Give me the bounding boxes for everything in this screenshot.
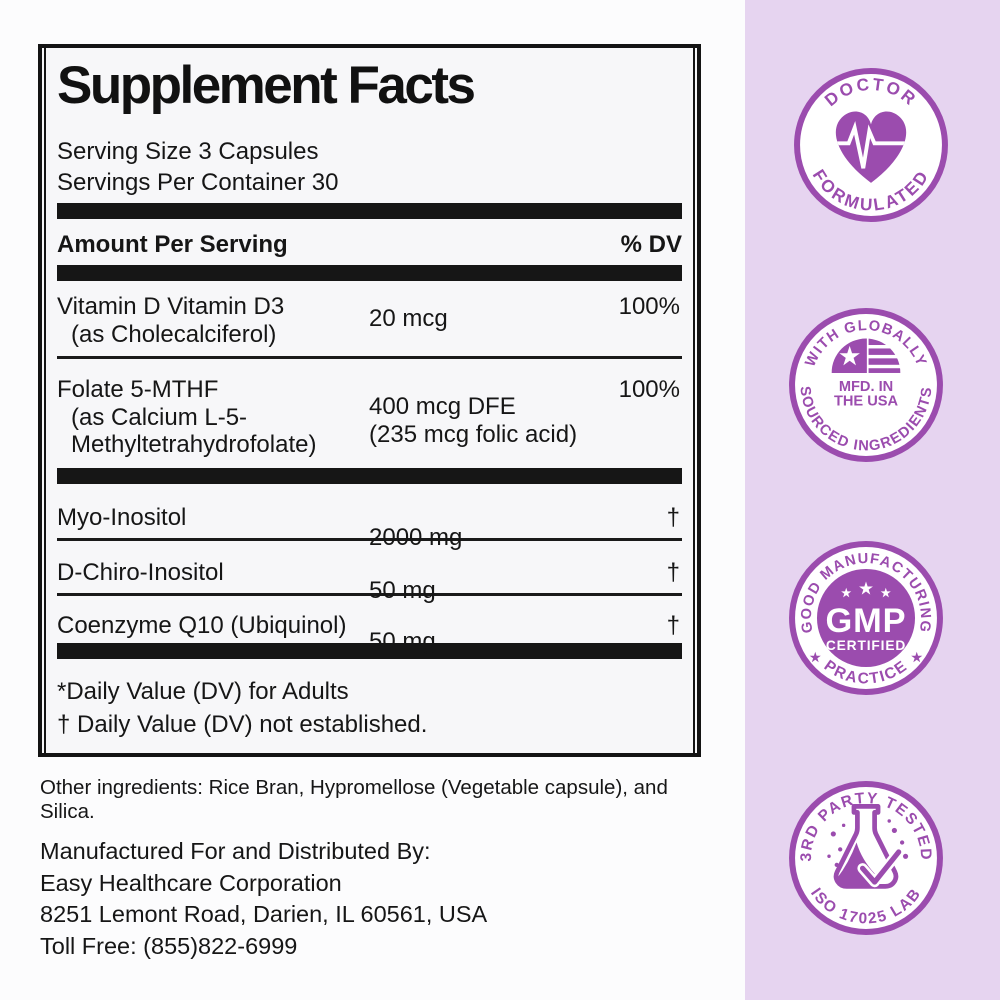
distributor-line: Easy Healthcare Corporation xyxy=(40,869,342,896)
table-row: Folate 5-MTHF (as Calcium L-5- Methyltet… xyxy=(57,359,682,468)
panel-title: Supplement Facts xyxy=(57,56,476,115)
table-row: Vitamin D Vitamin D3 (as Cholecalciferol… xyxy=(57,281,682,356)
nutrient-amount: 50 mg xyxy=(369,627,436,655)
gmp-seal-icon xyxy=(809,568,923,668)
nutrient-dv: † xyxy=(666,611,680,639)
header-amount-per-serving: Amount Per Serving xyxy=(57,231,288,258)
row-separator xyxy=(57,538,682,541)
footnotes: *Daily Value (DV) for Adults † Daily Val… xyxy=(57,659,682,741)
certified-text: CERTIFIED xyxy=(826,638,906,653)
nutrient-name: Folate 5-MTHF xyxy=(57,376,219,403)
doctor-formulated-seal: DOCTOR FORMULATED xyxy=(794,68,948,222)
footnote-dv-adults: *Daily Value (DV) for Adults xyxy=(57,678,349,705)
nutrient-name: Myo-Inositol xyxy=(57,503,187,531)
nutrient-name: Coenzyme Q10 (Ubiquinol) xyxy=(57,611,347,639)
badge-gmp-certified: GOOD MANUFACTURING PRACTICE GMP CERTIFIE… xyxy=(780,532,952,704)
divider-bar xyxy=(57,203,682,219)
servings-per-container: Servings Per Container 30 xyxy=(57,168,339,196)
distributor-line: Manufactured For and Distributed By: xyxy=(40,838,431,864)
nutrient-amount: 50 mg xyxy=(369,577,436,604)
lab-flask-icon xyxy=(827,804,909,889)
row-separator xyxy=(57,592,682,596)
nutrient-name: D-Chiro-Inositol xyxy=(57,559,224,586)
serving-size: Serving Size 3 Capsules xyxy=(57,138,319,165)
nutrient-amount: 20 mcg xyxy=(369,305,448,332)
badge-3rd-party-tested: 3RD PARTY TESTED ISO 17025 LAB xyxy=(780,772,952,944)
supplement-facts-panel: Supplement Facts Serving Size 3 Capsules… xyxy=(38,44,701,757)
distributor-line: 8251 Lemont Road, Darien, IL 60561, USA xyxy=(40,901,488,927)
badge-globally-sourced: WITH GLOBALLY SOURCED INGREDIENTS MFD. I… xyxy=(780,299,952,471)
divider-bar xyxy=(57,467,682,484)
nutrient-dv: † xyxy=(666,503,680,531)
nutrient-amount: 400 mcg DFE (235 mcg folic acid) xyxy=(369,393,578,448)
gmp-text: GMP xyxy=(826,602,907,640)
distributor-block: Manufactured For and Distributed By: Eas… xyxy=(40,836,487,962)
badge-doctor-formulated: DOCTOR FORMULATED xyxy=(785,59,957,231)
other-ingredients: Other ingredients: Rice Bran, Hypromello… xyxy=(40,776,668,823)
table-row: Coenzyme Q10 (Ubiquinol) 50 mg † xyxy=(57,596,682,655)
nutrient-dv: † xyxy=(666,559,680,586)
bubble-dots xyxy=(827,819,909,868)
row-separator xyxy=(57,356,682,359)
supplement-facts-inner: Supplement Facts Serving Size 3 Capsules… xyxy=(44,48,695,753)
heart-pulse-icon xyxy=(835,111,907,183)
nutrient-name: Vitamin D Vitamin D3 xyxy=(57,293,285,320)
table-row: D-Chiro-Inositol 50 mg † xyxy=(57,541,682,604)
third-party-tested-seal: 3RD PARTY TESTED ISO 17025 LAB xyxy=(789,781,943,935)
header-percent-dv: % DV xyxy=(620,231,682,258)
divider-bar xyxy=(57,265,682,281)
mfd-in-usa-text: MFD. IN xyxy=(839,379,893,395)
label-area: Supplement Facts Serving Size 3 Capsules… xyxy=(38,44,701,962)
gmp-certified-seal: GOOD MANUFACTURING PRACTICE GMP CERTIFIE… xyxy=(789,541,943,695)
nutrient-dv: 100% xyxy=(618,376,680,403)
divider-bar xyxy=(57,643,682,659)
table-row: Myo-Inositol 2000 mg † xyxy=(57,484,682,551)
nutrient-amount: 2000 mg xyxy=(369,523,463,551)
nutrient-name-detail: (as Calcium L-5- xyxy=(71,403,248,431)
nutrient-dv: 100% xyxy=(618,293,680,320)
globally-sourced-seal: WITH GLOBALLY SOURCED INGREDIENTS MFD. I… xyxy=(789,308,943,462)
badge-ring xyxy=(789,308,943,462)
footnote-dv-not-established: † Daily Value (DV) not established. xyxy=(57,711,428,738)
nutrient-name-detail: Methyltetrahydrofolate) xyxy=(71,431,317,458)
nutrient-name-detail: (as Cholecalciferol) xyxy=(71,320,277,348)
distributor-line: Toll Free: (855)822-6999 xyxy=(40,932,298,959)
table-header: Amount Per Serving % DV xyxy=(57,219,682,265)
mfd-in-usa-text: THE USA xyxy=(834,394,899,410)
